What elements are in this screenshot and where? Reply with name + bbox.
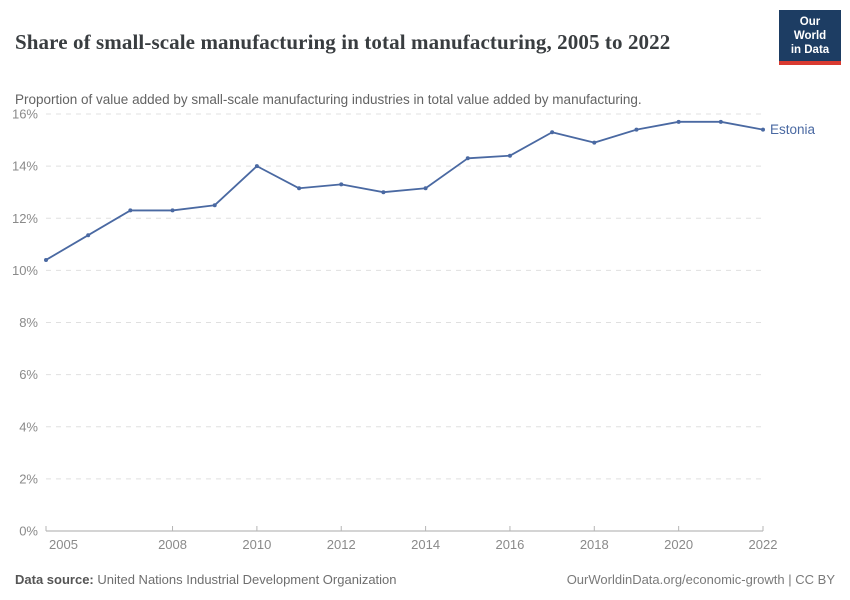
y-tick-label: 16%	[12, 107, 38, 122]
credit-link[interactable]: OurWorldinData.org/economic-growth	[566, 572, 785, 587]
y-tick-label: 0%	[19, 524, 38, 539]
data-source: Data source: United Nations Industrial D…	[15, 572, 397, 587]
x-tick-label: 2014	[411, 537, 440, 552]
data-point[interactable]	[254, 164, 259, 169]
x-tick-label: 2012	[327, 537, 356, 552]
x-tick-label: 2008	[158, 537, 187, 552]
data-source-label: Data source:	[15, 572, 94, 587]
x-tick-label: 2005	[49, 537, 78, 552]
data-point[interactable]	[423, 186, 428, 191]
data-point[interactable]	[761, 127, 765, 132]
page-title: Share of small-scale manufacturing in to…	[15, 30, 671, 55]
y-tick-label: 8%	[19, 315, 38, 330]
y-tick-label: 10%	[12, 263, 38, 278]
data-point[interactable]	[339, 182, 344, 187]
data-point[interactable]	[212, 203, 217, 208]
data-point[interactable]	[465, 156, 470, 161]
owid-logo-line2: in Data	[790, 44, 830, 56]
data-source-text: United Nations Industrial Development Or…	[93, 572, 397, 587]
x-tick-label: 2016	[495, 537, 524, 552]
page-subtitle: Proportion of value added by small-scale…	[15, 91, 642, 107]
data-point[interactable]	[592, 140, 597, 145]
data-point[interactable]	[86, 233, 91, 238]
series-label-estonia[interactable]: Estonia	[770, 122, 816, 137]
x-tick-label: 2010	[242, 537, 271, 552]
data-point[interactable]	[507, 153, 512, 158]
y-tick-label: 12%	[12, 211, 38, 226]
data-point[interactable]	[634, 127, 639, 132]
y-tick-label: 6%	[19, 367, 38, 382]
owid-logo[interactable]: Our World in Data	[779, 10, 841, 65]
data-point[interactable]	[170, 208, 175, 213]
series-line-estonia[interactable]	[45, 120, 764, 261]
credit-divider: |	[784, 572, 796, 587]
y-tick-label: 14%	[12, 159, 38, 174]
chart-footer: Data source: United Nations Industrial D…	[15, 572, 835, 587]
x-tick-label: 2022	[749, 537, 778, 552]
data-point[interactable]	[718, 119, 723, 124]
license-label: CC BY	[795, 572, 835, 587]
x-tick-label: 2018	[580, 537, 609, 552]
x-tick-label: 2020	[664, 537, 693, 552]
data-point[interactable]	[550, 130, 555, 135]
data-point[interactable]	[128, 208, 133, 213]
data-point[interactable]	[381, 190, 386, 195]
credit-line: OurWorldinData.org/economic-growth | CC …	[567, 572, 835, 587]
data-point[interactable]	[297, 186, 302, 191]
data-point[interactable]	[44, 257, 48, 262]
y-tick-label: 2%	[19, 471, 38, 486]
y-tick-label: 4%	[19, 419, 38, 434]
data-point[interactable]	[676, 119, 681, 124]
owid-logo-line1: Our World	[793, 16, 827, 42]
